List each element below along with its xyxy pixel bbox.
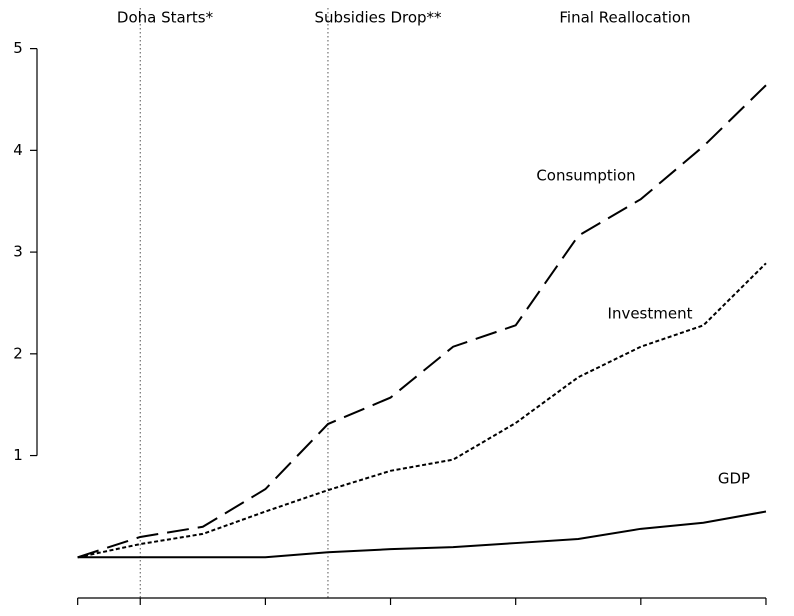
y-tick-label: 2 bbox=[13, 344, 23, 362]
line-series bbox=[77, 262, 767, 559]
annotation: Final Reallocation bbox=[559, 9, 690, 27]
y-tick-label: 4 bbox=[13, 141, 23, 159]
line-series bbox=[77, 510, 767, 559]
y-tick-label: 5 bbox=[13, 39, 23, 57]
annotation: Subsidies Drop** bbox=[314, 9, 442, 27]
y-tick-label: 3 bbox=[13, 243, 23, 261]
line-series bbox=[77, 84, 767, 559]
annotation: Doha Starts* bbox=[117, 9, 214, 27]
y-tick-label: 1 bbox=[13, 446, 23, 464]
series-label: Investment bbox=[608, 305, 693, 323]
series-label: GDP bbox=[718, 470, 750, 488]
series-label: Consumption bbox=[536, 167, 635, 185]
